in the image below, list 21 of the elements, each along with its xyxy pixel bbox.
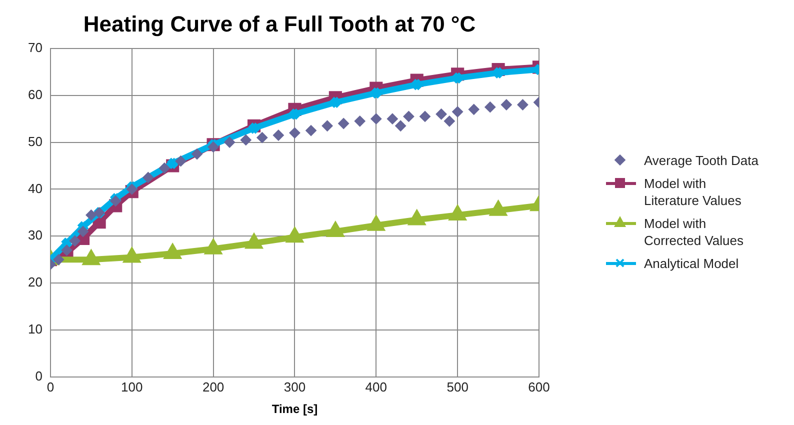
legend-label: Model with Literature Values <box>644 175 742 209</box>
legend-label: Model with Corrected Values <box>644 215 744 249</box>
y-tick-label: 30 <box>28 228 42 243</box>
x-tick-label: 200 <box>202 379 224 394</box>
y-tick-label: 20 <box>28 274 42 290</box>
x-tick-label: 500 <box>446 379 468 394</box>
y-tick-label: 50 <box>28 134 42 149</box>
y-tick-label: 10 <box>28 322 42 337</box>
x-axis-title: Time [s] <box>272 402 318 416</box>
chart-title: Heating Curve of a Full Tooth at 70 °C <box>83 11 476 36</box>
x-tick-label: 400 <box>365 379 388 394</box>
y-tick-label: 40 <box>28 180 42 196</box>
y-tick-label: 70 <box>28 40 42 55</box>
x-tick-label: 0 <box>46 379 54 394</box>
legend-label: Analytical Model <box>644 255 740 272</box>
x-tick-label: 600 <box>528 379 550 394</box>
x-tick-label: 100 <box>121 379 143 394</box>
y-tick-label: 60 <box>28 86 42 102</box>
x-tick-label: 300 <box>284 379 306 394</box>
legend-label: Average Tooth Data <box>644 152 760 169</box>
y-tick-label: 0 <box>35 368 42 384</box>
